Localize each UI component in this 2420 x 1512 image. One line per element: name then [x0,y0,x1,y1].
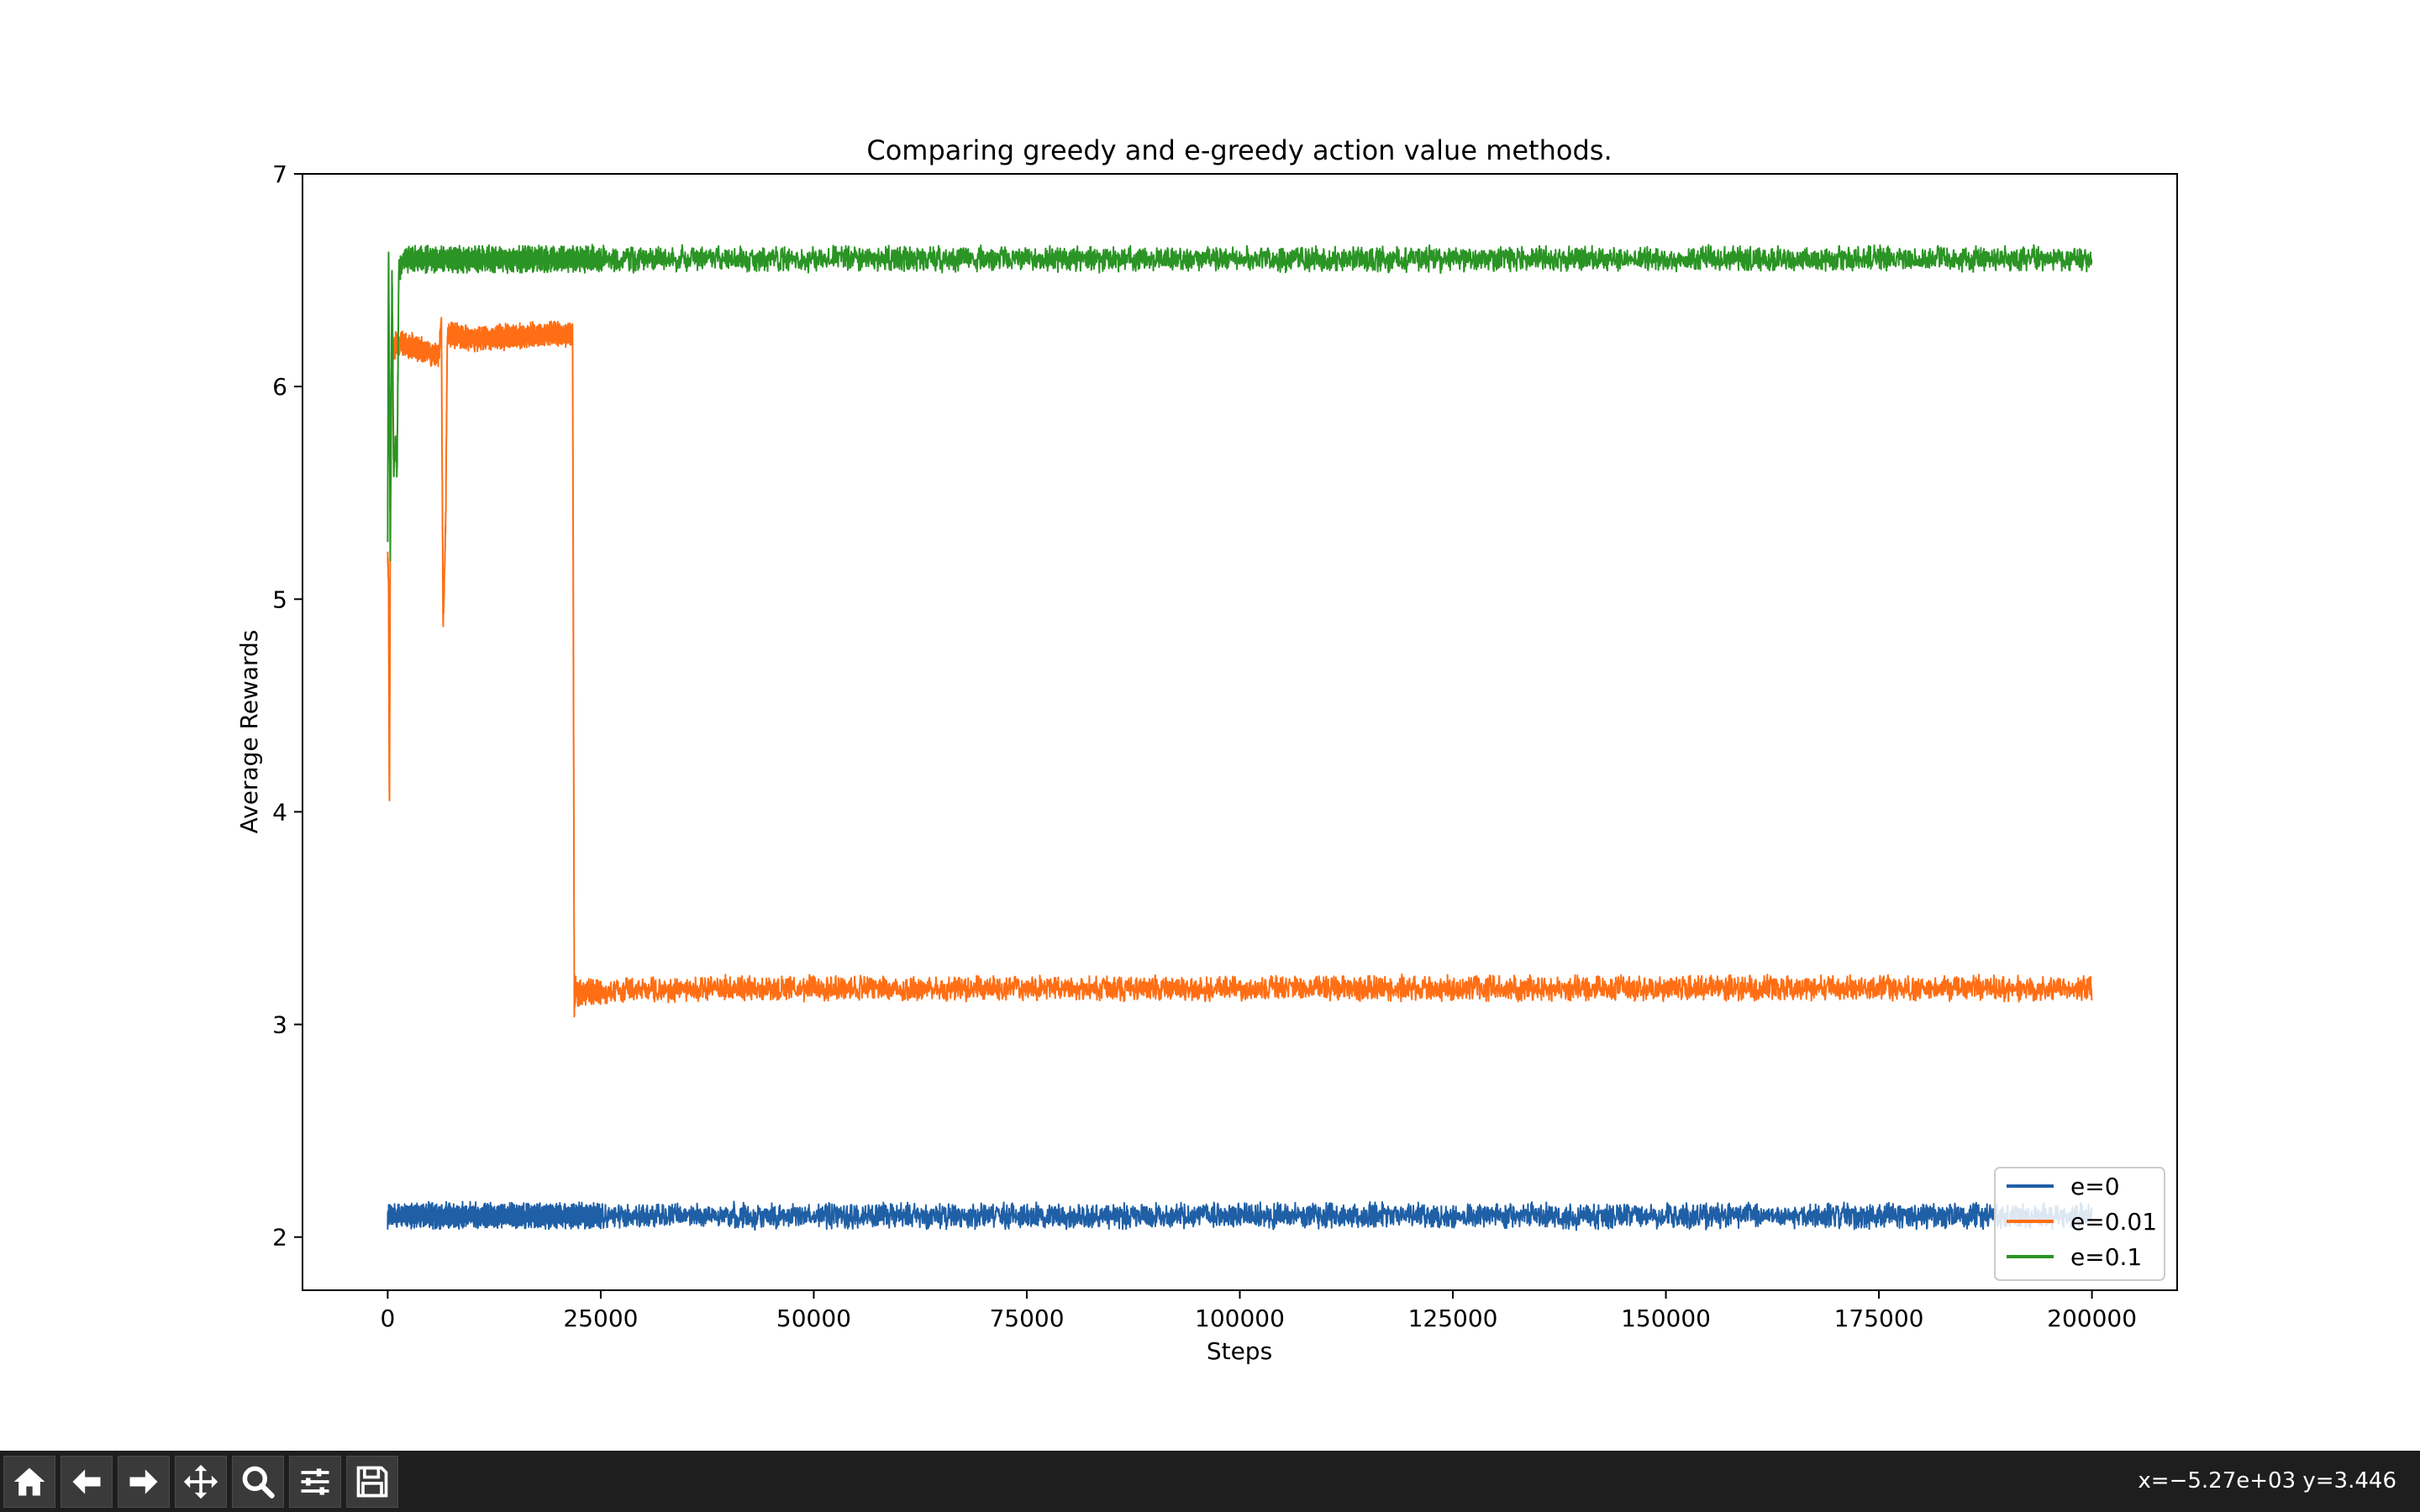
y-axis-ticks: 2 3 4 5 6 7 [272,160,302,1252]
x-tick-label: 150000 [1621,1305,1711,1332]
chart-figure: Comparing greedy and e-greedy action val… [235,134,2178,1365]
x-axis-label: Steps [1207,1337,1272,1365]
x-tick-label: 175000 [1834,1305,1924,1332]
sliders-icon [301,1467,329,1495]
arrow-right-icon [129,1468,158,1494]
y-tick-label: 4 [272,798,287,826]
series-line [387,244,2093,562]
legend-entry-label: e=0.01 [2070,1208,2157,1236]
save-button[interactable] [346,1455,398,1508]
floppy-disk-icon [356,1466,388,1497]
y-tick-label: 6 [272,373,287,401]
y-tick-label: 5 [272,585,287,613]
x-tick-label: 100000 [1195,1305,1285,1332]
pan-button[interactable] [175,1455,227,1508]
y-axis-label: Average Rewards [235,630,263,834]
home-button[interactable] [3,1455,55,1508]
y-tick-label: 7 [272,160,287,188]
series-line [387,1200,2093,1231]
magnifier-icon [242,1466,275,1499]
back-button[interactable] [60,1455,113,1508]
legend-entry-label: e=0.1 [2070,1243,2142,1271]
series-layer [387,244,2093,1231]
configure-subplots-button[interactable] [289,1455,341,1508]
x-tick-label: 25000 [563,1305,638,1332]
home-icon [13,1467,45,1495]
forward-button[interactable] [118,1455,170,1508]
x-tick-label: 0 [380,1305,395,1332]
x-tick-label: 50000 [776,1305,851,1332]
x-tick-label: 75000 [989,1305,1064,1332]
series-line [387,317,2093,1018]
move-icon [183,1464,218,1499]
x-tick-label: 125000 [1408,1305,1498,1332]
navigation-toolbar: x=−5.27e+03 y=3.446 [0,1451,2420,1512]
x-tick-label: 200000 [2047,1305,2137,1332]
y-tick-label: 2 [272,1224,287,1252]
y-tick-label: 3 [272,1011,287,1039]
arrow-left-icon [72,1468,101,1494]
legend-entry-label: e=0 [2070,1173,2120,1200]
cursor-coordinates: x=−5.27e+03 y=3.446 [2138,1468,2396,1494]
x-axis-ticks: 0 25000 50000 75000 100000 125000 150000 175000… [380,1290,2137,1332]
chart-title: Comparing greedy and e-greedy action val… [866,134,1612,166]
zoom-button[interactable] [232,1455,284,1508]
legend-box [1994,1167,2165,1281]
legend: e=0 e=0.01 e=0.1 [1994,1167,2165,1281]
